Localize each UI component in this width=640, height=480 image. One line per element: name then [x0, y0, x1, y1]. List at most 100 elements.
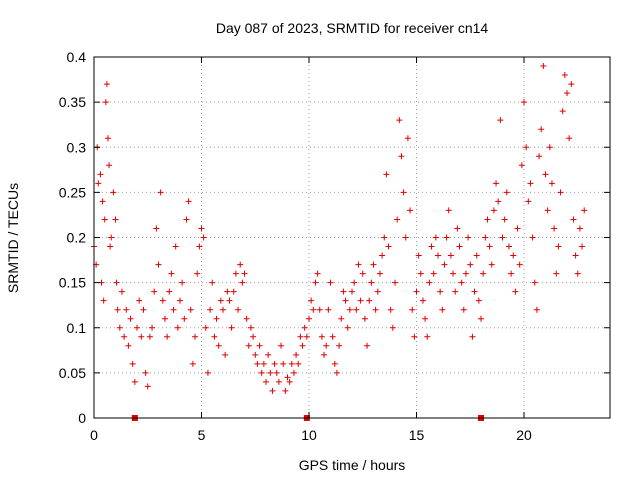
data-point: [551, 225, 558, 232]
data-point: [490, 207, 497, 214]
data-point: [159, 297, 166, 304]
data-point: [314, 270, 321, 277]
data-point: [333, 369, 340, 376]
data-point: [129, 360, 136, 367]
data-point: [495, 198, 502, 205]
data-point: [161, 315, 168, 322]
data-point: [392, 279, 398, 286]
data-point: [260, 360, 267, 367]
data-point: [521, 99, 527, 106]
data-point: [467, 261, 474, 268]
data-point: [325, 306, 332, 313]
data-point: [564, 90, 570, 97]
data-point: [290, 369, 297, 376]
data-point: [499, 234, 506, 241]
data-point: [497, 117, 504, 124]
data-point: [450, 270, 457, 277]
data-point: [568, 81, 575, 88]
data-point: [374, 288, 381, 295]
data-point: [525, 198, 532, 205]
data-point: [424, 333, 431, 340]
data-point: [239, 279, 246, 286]
data-point: [116, 324, 123, 331]
data-point: [417, 270, 424, 277]
data-point: [198, 225, 205, 232]
data-point: [338, 315, 345, 322]
data-point: [480, 270, 487, 277]
data-point: [202, 324, 209, 331]
data-point: [318, 333, 325, 340]
data-point: [484, 216, 491, 223]
data-point: [447, 252, 454, 259]
data-point: [435, 252, 441, 259]
data-point: [323, 342, 330, 349]
data-point: [172, 243, 179, 250]
data-point: [213, 315, 220, 322]
data-point: [295, 360, 302, 367]
data-point: [486, 243, 493, 250]
x-tick-label: 20: [516, 427, 532, 443]
data-point: [286, 378, 293, 385]
data-point: [113, 279, 120, 286]
data-point: [207, 306, 214, 313]
data-point: [170, 306, 177, 313]
data-point: [505, 243, 512, 250]
data-point: [127, 315, 134, 322]
data-point: [415, 252, 422, 259]
data-point: [107, 243, 114, 250]
data-point: [432, 234, 439, 241]
data-point: [153, 225, 160, 232]
data-point: [256, 342, 263, 349]
data-point: [106, 162, 113, 169]
data-point: [465, 234, 472, 241]
data-point: [546, 144, 553, 151]
data-point: [179, 279, 186, 286]
data-point: [192, 333, 199, 340]
data-point: [456, 243, 463, 250]
data-point: [187, 306, 194, 313]
data-point: [413, 288, 420, 295]
data-point: [544, 207, 551, 214]
data-point: [370, 261, 377, 268]
y-tick-label: 0.35: [59, 94, 86, 110]
data-point: [282, 387, 289, 394]
data-point: [404, 135, 411, 142]
data-point: [516, 261, 523, 268]
data-point: [220, 306, 226, 313]
data-point: [226, 297, 233, 304]
data-point: [372, 306, 379, 313]
data-point: [460, 306, 467, 313]
data-point: [398, 153, 405, 160]
data-point: [155, 261, 162, 268]
data-point: [263, 378, 269, 385]
data-point: [258, 369, 265, 376]
data-point: [303, 333, 310, 340]
data-point: [514, 225, 521, 232]
data-point: [235, 306, 242, 313]
data-point: [142, 369, 149, 376]
data-point: [542, 171, 549, 178]
data-point: [222, 351, 229, 358]
data-point: [149, 324, 156, 331]
data-point: [269, 387, 276, 394]
data-point: [177, 297, 183, 304]
data-point: [430, 270, 437, 277]
data-point: [536, 153, 543, 160]
data-point: [561, 72, 568, 79]
data-point: [572, 252, 579, 259]
data-point: [151, 288, 158, 295]
data-point: [428, 243, 435, 250]
data-point: [278, 342, 285, 349]
data-point: [103, 81, 110, 88]
data-point: [512, 288, 519, 295]
y-tick-label: 0.3: [67, 139, 87, 155]
data-point: [166, 288, 173, 295]
data-point: [361, 315, 368, 322]
data-point: [376, 270, 383, 277]
data-point: [501, 216, 508, 223]
data-point: [299, 342, 306, 349]
data-point: [555, 243, 562, 250]
data-point: [553, 270, 560, 277]
data-point: [422, 315, 429, 322]
data-point: [383, 171, 390, 178]
